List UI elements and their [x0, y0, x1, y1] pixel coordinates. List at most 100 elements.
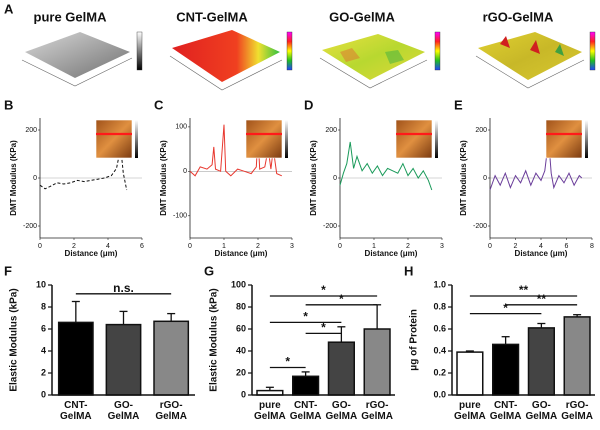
inset-image — [545, 119, 583, 159]
y-axis-label: Elastic Modulus (kPa) — [209, 288, 220, 391]
bar — [292, 375, 320, 396]
y-axis-label: μg of Protein — [409, 309, 420, 371]
inset-image — [95, 119, 133, 159]
x-tick-label: pure GelMA — [254, 400, 286, 422]
significance-label: * — [339, 292, 344, 306]
y-tick-label: 60 — [236, 323, 246, 333]
profile-line — [39, 149, 128, 191]
significance-label: * — [321, 283, 326, 297]
y-tick-label: 0.4 — [433, 345, 446, 355]
y-axis-label: Elastic Modulus (kPa) — [9, 288, 20, 391]
bar — [105, 323, 142, 396]
significance-label: * — [303, 310, 308, 324]
x-tick-label: CNT- GelMA — [289, 400, 322, 422]
panel-letter: D — [304, 97, 313, 112]
x-axis-label: Distance (μm) — [215, 249, 268, 258]
x-tick-label: 0 — [188, 243, 192, 250]
x-tick-label: GO- GelMA — [525, 400, 558, 422]
x-tick-label: 2 — [514, 243, 518, 250]
bar — [492, 343, 520, 396]
afm-surface — [475, 31, 596, 89]
x-tick-label: 0 — [488, 243, 492, 250]
y-axis-label: DMT Modulus (KPa) — [309, 140, 318, 216]
profile-line — [339, 141, 433, 191]
afm-inset — [245, 119, 288, 159]
y-tick-label: 0.2 — [433, 367, 446, 377]
x-tick-label: 4 — [539, 243, 543, 250]
x-tick-label: CNT- GelMA — [59, 400, 92, 422]
panel-letter: H — [404, 263, 413, 278]
afm-inset — [395, 119, 438, 159]
y-tick-label: 0 — [241, 389, 246, 399]
y-tick-label: 100 — [175, 124, 187, 131]
y-tick-label: 0 — [183, 168, 187, 175]
x-axis-label: Distance (μm) — [365, 249, 418, 258]
significance-label: * — [321, 321, 326, 335]
x-tick-label: pure GelMA — [454, 400, 486, 422]
afm-inset — [95, 119, 138, 159]
image-label: CNT-GelMA — [176, 9, 248, 24]
y-tick-label: 80 — [236, 301, 246, 311]
panel-letter: E — [454, 97, 463, 112]
afm-surface — [169, 30, 293, 91]
x-tick-label: 2 — [256, 243, 260, 250]
significance-label: * — [503, 301, 508, 315]
y-tick-label: 1.0 — [433, 279, 446, 289]
y-tick-label: 0 — [33, 175, 37, 182]
x-tick-label: rGO- GelMA — [155, 400, 187, 422]
x-tick-label: 6 — [565, 243, 569, 250]
x-tick-label: 0 — [38, 243, 42, 250]
y-tick-label: 10 — [36, 279, 46, 289]
bar — [153, 320, 190, 396]
y-tick-label: 0 — [41, 389, 46, 399]
y-tick-label: 200 — [325, 127, 337, 134]
afm-surface — [21, 31, 143, 87]
x-tick-label: rGO- GelMA — [561, 400, 593, 422]
y-tick-label: 8 — [41, 301, 46, 311]
y-tick-label: 2 — [41, 367, 46, 377]
image-label: pure GelMA — [34, 9, 108, 24]
y-tick-label: 6 — [41, 323, 46, 333]
bar — [527, 327, 555, 396]
inset-image — [245, 119, 283, 159]
image-label: rGO-GelMA — [483, 9, 554, 24]
panel-letter: A — [4, 1, 14, 16]
y-tick-label: 0 — [333, 175, 337, 182]
panel-letter: G — [204, 263, 214, 278]
x-axis-label: Distance (μm) — [515, 249, 568, 258]
afm-surface — [319, 31, 441, 89]
significance-label: ** — [537, 292, 547, 306]
bar — [57, 321, 94, 396]
y-tick-label: -200 — [23, 223, 37, 230]
afm-inset — [545, 119, 588, 159]
x-tick-label: 2 — [406, 243, 410, 250]
inset-colorbar — [285, 120, 288, 158]
inset-colorbar — [435, 120, 438, 158]
bar — [363, 328, 391, 396]
significance-label: * — [285, 355, 290, 369]
panel-letter: B — [4, 97, 13, 112]
x-tick-label: CNT- GelMA — [489, 400, 522, 422]
significance-label: n.s. — [113, 281, 134, 295]
y-tick-label: 0.6 — [433, 323, 446, 333]
x-tick-label: 1 — [222, 243, 226, 250]
x-tick-label: 3 — [440, 243, 444, 250]
y-tick-label: 100 — [231, 279, 246, 289]
y-tick-label: 4 — [41, 345, 46, 355]
inset-image — [395, 119, 433, 159]
panel-letter: C — [154, 97, 164, 112]
x-tick-label: 3 — [290, 243, 294, 250]
x-tick-label: 0 — [338, 243, 342, 250]
inset-colorbar — [585, 120, 588, 158]
y-tick-label: 0.0 — [433, 389, 446, 399]
x-tick-label: 1 — [372, 243, 376, 250]
y-tick-label: 200 — [25, 127, 37, 134]
y-tick-label: 0.8 — [433, 301, 446, 311]
bar — [456, 351, 484, 396]
y-tick-label: 20 — [236, 367, 246, 377]
y-tick-label: 0 — [483, 175, 487, 182]
y-tick-label: 200 — [475, 127, 487, 134]
inset-colorbar — [135, 120, 138, 158]
